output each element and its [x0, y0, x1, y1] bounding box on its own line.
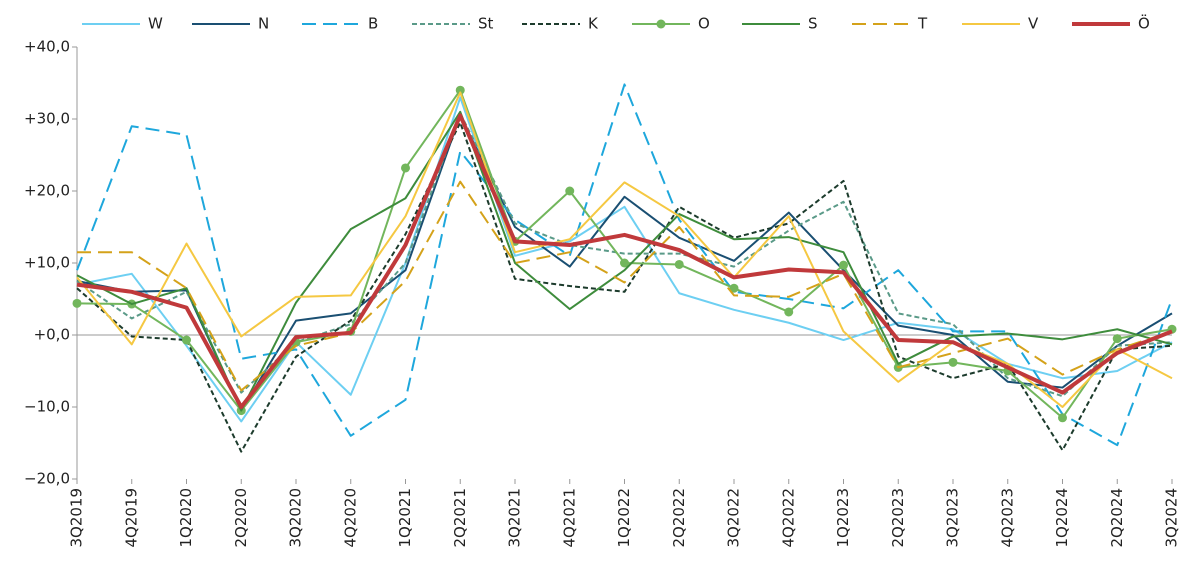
legend-label: K: [588, 15, 599, 33]
y-tick-label: +20,0: [24, 182, 70, 200]
series-line: [76, 113, 1173, 409]
y-tick-label: −10,0: [24, 398, 70, 416]
legend-label: St: [478, 15, 494, 33]
series-marker: [565, 186, 575, 196]
x-tick-label: 4Q2022: [779, 488, 797, 548]
legend-label: Ö: [1138, 14, 1150, 33]
y-tick-label: +40,0: [24, 38, 70, 56]
legend-label: T: [917, 15, 928, 33]
series-marker: [182, 335, 191, 345]
series-marker: [674, 259, 684, 269]
series-marker: [620, 258, 629, 268]
x-tick-label: 3Q2024: [1163, 488, 1181, 548]
legend-label: N: [258, 15, 269, 33]
x-tick-label: 3Q2020: [287, 488, 305, 548]
x-tick-label: 4Q2023: [998, 488, 1016, 548]
x-tick-label: 1Q2022: [615, 488, 633, 548]
x-tick-label: 1Q2023: [834, 488, 852, 548]
legend-label: W: [148, 15, 163, 33]
x-tick-label: 4Q2021: [560, 488, 578, 548]
series-line: [76, 83, 1173, 447]
legend-label: B: [368, 15, 378, 33]
series-marker: [1058, 413, 1067, 423]
series-line: [76, 121, 1173, 453]
x-tick-label: 2Q2024: [1108, 488, 1126, 548]
y-tick-label: +0,0: [34, 326, 70, 344]
legend-label: S: [808, 15, 818, 33]
series-marker: [729, 283, 739, 293]
series-marker: [948, 357, 958, 367]
x-tick-label: 3Q2019: [68, 488, 86, 548]
y-tick-label: +10,0: [24, 254, 70, 272]
x-tick-label: 3Q2023: [944, 488, 962, 548]
legend-label: V: [1028, 15, 1039, 33]
x-tick-label: 2Q2022: [670, 488, 688, 548]
x-tick-label: 4Q2019: [122, 488, 140, 548]
y-tick-label: −20,0: [24, 470, 70, 488]
x-tick-label: 1Q2024: [1053, 488, 1071, 548]
x-tick-label: 4Q2020: [341, 488, 359, 548]
x-tick-label: 1Q2020: [177, 488, 195, 548]
series-line: [76, 112, 1173, 398]
series-line: [76, 96, 1173, 423]
x-tick-label: 2Q2021: [451, 488, 469, 548]
series-marker: [784, 307, 794, 317]
x-tick-label: 3Q2021: [506, 488, 524, 548]
y-tick-label: +30,0: [24, 110, 70, 128]
series-marker: [1112, 334, 1122, 344]
series-line: [76, 91, 1173, 408]
x-tick-label: 2Q2023: [889, 488, 907, 548]
series-marker: [401, 163, 410, 173]
x-tick-label: 2Q2020: [232, 488, 250, 548]
x-tick-label: 3Q2022: [725, 488, 743, 548]
series-marker: [455, 85, 465, 95]
legend-label: O: [698, 15, 710, 33]
series-line: [77, 180, 1173, 392]
x-tick-label: 1Q2021: [396, 488, 414, 548]
series-marker: [839, 260, 848, 270]
series-marker: [72, 298, 82, 308]
legend-marker: [656, 19, 666, 29]
